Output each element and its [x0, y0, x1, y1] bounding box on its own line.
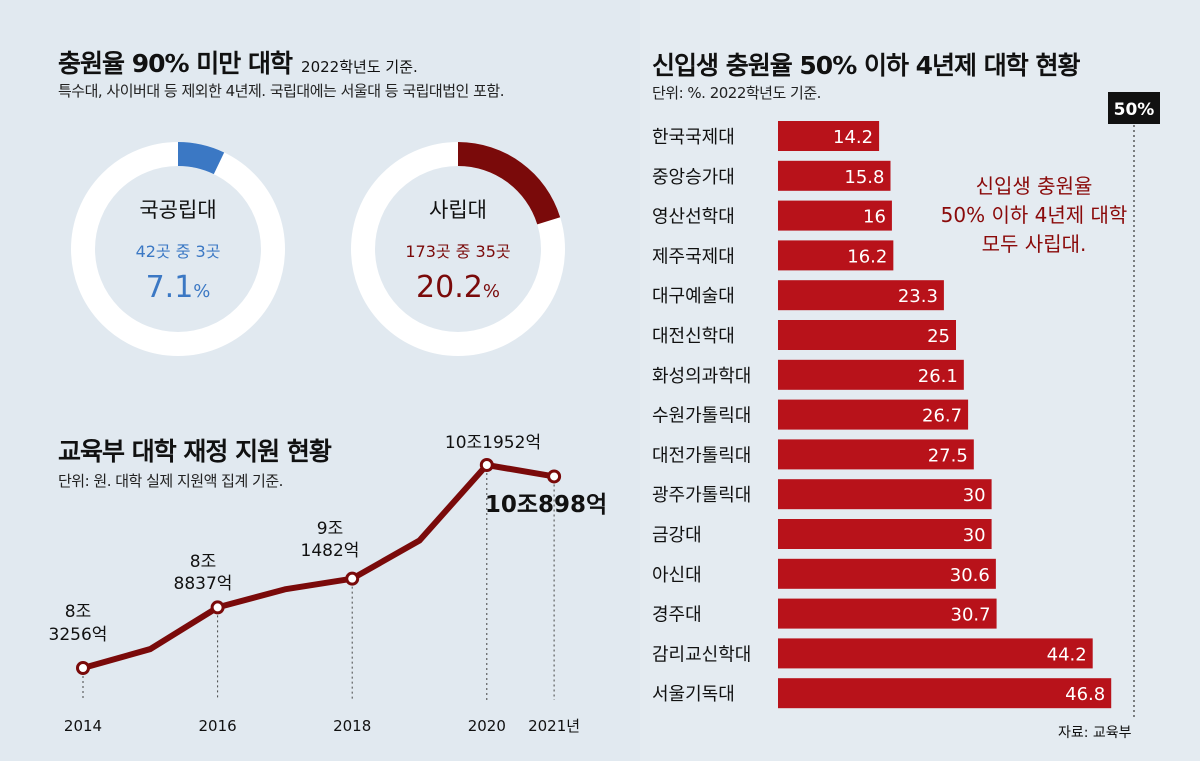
bar-8 — [778, 399, 969, 430]
bar-12 — [778, 558, 996, 589]
donut-slice-private — [458, 142, 561, 225]
bar-category-14: 감리교신학대 — [652, 644, 751, 665]
bar-category-11: 금강대 — [652, 525, 702, 546]
bar-category-1: 한국국제대 — [652, 127, 735, 148]
point-label-2018-0: 9조 — [317, 519, 343, 539]
bar-category-9: 대전가톨릭대 — [652, 445, 751, 466]
bar-category-7: 화성의과학대 — [652, 366, 751, 387]
bar-5 — [778, 280, 944, 311]
bar-1 — [778, 121, 880, 151]
bar-category-13: 경주대 — [652, 605, 702, 626]
donut-count-private: 173곳 중 35곳 — [405, 242, 510, 261]
point-label-2014-0: 8조 — [65, 602, 91, 622]
bar-7 — [778, 359, 964, 390]
bar-15 — [778, 678, 1112, 709]
bar-value-14: 44.2 — [1047, 644, 1087, 665]
bar-chart-title: 신입생 충원율 50% 이하 4년제 대학 현황 — [652, 51, 1080, 80]
x-tick-2018: 2018 — [333, 717, 371, 735]
line-point-2016 — [210, 600, 225, 615]
left-panel: 충원율 90% 미만 대학 2022학년도 기준. 특수대, 사이버대 등 제외… — [48, 44, 608, 735]
bar-value-9: 27.5 — [928, 445, 968, 466]
bar-value-15: 46.8 — [1065, 684, 1105, 705]
bar-11 — [778, 519, 992, 549]
bar-category-5: 대구예술대 — [652, 286, 735, 307]
bar-10 — [778, 479, 992, 510]
line-point-2014 — [76, 661, 90, 675]
bar-category-12: 아신대 — [652, 565, 702, 586]
bar-6 — [778, 320, 956, 350]
bar-category-15: 서울기독대 — [652, 684, 735, 705]
line-chart-title: 교육부 대학 재정 지원 현황 — [58, 437, 332, 466]
annotation-line-3: 모두 사립대. — [982, 232, 1087, 256]
donut-label-public: 국공립대 — [139, 198, 216, 222]
donut-section-note: 2022학년도 기준. — [301, 58, 418, 76]
bar-14 — [778, 638, 1093, 669]
source-note: 자료: 교육부 — [1058, 725, 1132, 741]
donut-charts: 국공립대 42곳 중 3곳 7.1% 사립대 173곳 중 35곳 20.2% — [71, 142, 565, 356]
bar-category-8: 수원가톨릭대 — [652, 406, 751, 427]
line-point-2018 — [345, 571, 360, 586]
line-point-2021 — [547, 469, 562, 484]
donut-section-subtitle: 특수대, 사이버대 등 제외한 4년제. 국립대에는 서울대 등 국립대법인 포… — [58, 82, 504, 100]
bar-value-13: 30.7 — [951, 605, 991, 626]
x-tick-2020: 2020 — [468, 717, 506, 735]
bar-value-4: 16.2 — [847, 246, 887, 267]
donut-section-heading: 충원율 90% 미만 대학 2022학년도 기준. — [58, 44, 418, 80]
point-label-2021-0: 10조898억 — [485, 492, 607, 518]
bar-value-12: 30.6 — [950, 565, 990, 586]
x-tick-2014: 2014 — [64, 717, 102, 735]
line-point-2020 — [479, 458, 494, 472]
bar-2 — [778, 160, 891, 191]
bar-value-11: 30 — [963, 525, 986, 546]
line-chart-subtitle: 단위: 원. 대학 실제 지원액 집계 기준. — [58, 472, 283, 490]
annotation-line-1: 신입생 충원율 — [976, 174, 1093, 198]
bar-category-4: 제주국제대 — [652, 246, 735, 267]
donut-section-title: 충원율 90% 미만 대학 — [58, 49, 293, 78]
reference-label-box — [1108, 92, 1160, 124]
bar-value-8: 26.7 — [922, 406, 962, 427]
bar-value-1: 14.2 — [833, 127, 873, 148]
right-panel: 신입생 충원율 50% 이하 4년제 대학 현황 단위: %. 2022학년도 … — [640, 0, 1200, 761]
bar-category-6: 대전신학대 — [652, 326, 735, 347]
x-tick-2016: 2016 — [199, 717, 237, 735]
donut-percent-public: 7.1% — [146, 270, 211, 305]
bar-value-6: 25 — [927, 326, 950, 347]
bar-value-10: 30 — [963, 485, 986, 506]
bar-4 — [778, 240, 894, 271]
line-series — [80, 462, 558, 671]
bar-chart-subtitle: 단위: %. 2022학년도 기준. — [652, 84, 821, 102]
bar-9 — [778, 439, 974, 470]
x-tick-2021: 2021년 — [528, 717, 580, 735]
bar-category-10: 광주가톨릭대 — [652, 485, 751, 506]
donut-label-private: 사립대 — [429, 198, 487, 222]
bar-category-2: 중앙승가대 — [652, 167, 735, 188]
point-label-2016-0: 8조 — [190, 552, 216, 572]
annotation-line-2: 50% 이하 4년제 대학 — [941, 203, 1128, 227]
bar-value-5: 23.3 — [898, 286, 938, 307]
bar-value-3: 16 — [863, 207, 886, 228]
point-label-2018-1: 1482억 — [301, 541, 360, 561]
line-chart: 2014 2016 2018 2020 2021년8조3256억8조8837억9조148… — [49, 433, 608, 735]
point-label-2020-0: 10조1952억 — [445, 433, 541, 453]
bar-13 — [778, 598, 997, 629]
point-label-2016-1: 8837억 — [174, 574, 233, 594]
bar-category-3: 영산선학대 — [652, 207, 735, 228]
reference-label: 50% — [1114, 100, 1155, 120]
donut-percent-private: 20.2% — [416, 270, 500, 305]
bar-chart: 50% 한국국제대 14.2 중앙승가대 15.8 영산선학대 16 제주국제대 16.2 대구예… — [652, 92, 1160, 718]
bar-3 — [778, 200, 892, 231]
point-label-2014-1: 3256억 — [49, 625, 108, 645]
donut-count-public: 42곳 중 3곳 — [136, 242, 221, 261]
donut-slice-public — [178, 142, 225, 175]
bar-value-7: 26.1 — [918, 366, 958, 387]
bar-value-2: 15.8 — [844, 167, 884, 188]
